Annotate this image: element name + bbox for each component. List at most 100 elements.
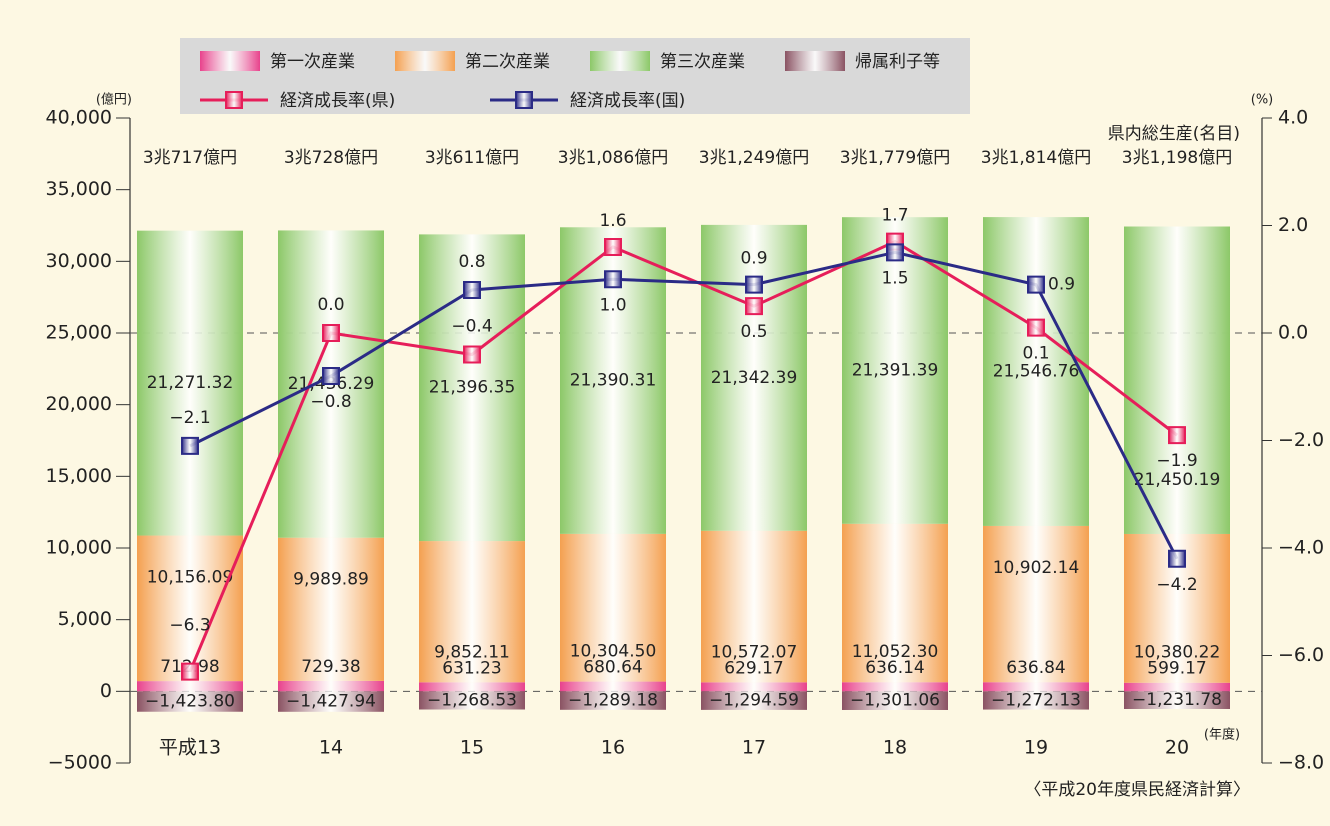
line-marker	[1027, 318, 1045, 337]
bar-segment	[842, 217, 948, 524]
value-label: −1,427.94	[286, 692, 376, 712]
total-label: 3兆728億円	[284, 148, 378, 168]
bar-segment	[701, 682, 807, 692]
line-label: −4.2	[1156, 575, 1197, 595]
y-axis-label: (億円)	[96, 92, 132, 108]
x-tick-label: 平成13	[159, 737, 221, 759]
legend-label: 帰属利子等	[855, 52, 940, 72]
y2-tick-label: 2.0	[1278, 214, 1308, 236]
value-label: 10,902.14	[993, 558, 1080, 578]
legend-box	[180, 38, 970, 114]
y-tick-label: 5,000	[58, 608, 112, 630]
line-marker	[1168, 426, 1186, 445]
bar-segment	[137, 691, 243, 712]
x-tick-label: 15	[460, 737, 484, 759]
total-label: 3兆1,779億円	[840, 148, 950, 168]
y2-tick-label: 0.0	[1278, 322, 1308, 344]
x-tick-label: 14	[319, 737, 343, 759]
line-label: −0.4	[451, 317, 492, 337]
line-label: 0.1	[1022, 344, 1049, 364]
value-label: −1,294.59	[709, 691, 799, 711]
bar-segment	[983, 525, 1089, 683]
value-label: 10,572.07	[711, 642, 798, 662]
legend-swatch	[785, 51, 845, 71]
bar-segment	[278, 691, 384, 712]
x-tick-label: 19	[1024, 737, 1048, 759]
legend-swatch	[590, 51, 650, 71]
bar-segment	[278, 537, 384, 681]
source: 〈平成20年度県民経済計算〉	[1024, 780, 1250, 800]
value-label: 9,852.11	[434, 642, 510, 662]
value-label: 10,304.50	[570, 642, 657, 662]
line-marker	[322, 367, 340, 385]
bar-segment	[278, 680, 384, 692]
value-label: 629.17	[724, 658, 783, 678]
bar-segment	[701, 530, 807, 683]
legend-swatch	[395, 51, 455, 71]
value-label: −1,301.06	[850, 691, 940, 711]
line-label: −0.8	[310, 392, 351, 412]
value-label: 10,380.22	[1134, 643, 1221, 663]
bar-segment	[137, 230, 243, 536]
line	[188, 239, 1178, 673]
legend-label: 第一次産業	[270, 52, 355, 72]
bar-segment	[137, 535, 243, 682]
line	[189, 250, 1179, 560]
value-label: 21,342.39	[711, 368, 798, 388]
bar-segment	[701, 691, 807, 710]
y2-tick-label: −4.0	[1278, 537, 1324, 559]
value-label: 21,390.31	[570, 371, 657, 391]
line-label: 0.8	[458, 252, 485, 272]
line-label: 1.0	[599, 295, 626, 315]
line-label: 0.9	[740, 249, 767, 269]
line-marker	[604, 238, 622, 256]
value-label: 636.84	[1006, 658, 1065, 678]
bar-segment	[419, 682, 525, 692]
total-label: 3兆611億円	[425, 148, 519, 168]
value-label: 11,052.30	[852, 642, 939, 662]
legend-label: 第二次産業	[465, 52, 550, 72]
y-tick-label: −5000	[48, 752, 112, 774]
line-label: 1.5	[881, 268, 908, 288]
line-label: 0.5	[740, 322, 767, 342]
x-tick-label: 18	[883, 737, 907, 759]
bar-segment	[1124, 682, 1230, 692]
bar-segment	[1124, 691, 1230, 709]
x-tick-label: 17	[742, 737, 766, 759]
bar-segment	[560, 533, 666, 682]
total-label: 3兆1,249億円	[699, 148, 809, 168]
y-tick-label: 20,000	[46, 393, 112, 415]
line-marker	[181, 662, 199, 681]
value-label: 636.14	[865, 658, 924, 678]
value-label: −1,289.18	[568, 691, 658, 711]
legend-label: 第三次産業	[660, 52, 745, 72]
value-label: −1,272.13	[991, 690, 1081, 710]
bar-segment	[419, 691, 525, 710]
bar-segment	[560, 691, 666, 710]
y-tick-label: 30,000	[46, 250, 112, 272]
value-label: 9,989.89	[293, 570, 369, 590]
y2-tick-label: 4.0	[1278, 107, 1308, 129]
line-label: −2.1	[169, 408, 210, 428]
legend-swatch	[200, 51, 260, 71]
value-label: 729.38	[301, 657, 360, 677]
value-label: 680.64	[583, 658, 642, 678]
bar-segment	[983, 217, 1089, 526]
total-label: 3兆717億円	[143, 148, 237, 168]
total-label: 3兆1,198億円	[1122, 148, 1232, 168]
value-label: 21,391.39	[852, 360, 939, 380]
y-tick-label: 15,000	[46, 465, 112, 487]
value-label: 631.23	[442, 658, 501, 678]
y2-tick-label: −6.0	[1278, 644, 1324, 666]
value-label: 10,156.09	[147, 568, 234, 588]
y2-axis-label: (%)	[1251, 93, 1274, 108]
y-tick-label: 35,000	[46, 178, 112, 200]
y2-tick-label: −2.0	[1278, 429, 1324, 451]
value-label: −1,231.78	[1132, 690, 1222, 710]
line-marker	[745, 275, 763, 294]
value-label: 21,450.19	[1134, 470, 1221, 490]
line-label: 1.7	[881, 206, 908, 226]
value-label: 599.17	[1147, 659, 1206, 679]
total-label: 3兆1,086億円	[558, 148, 668, 168]
